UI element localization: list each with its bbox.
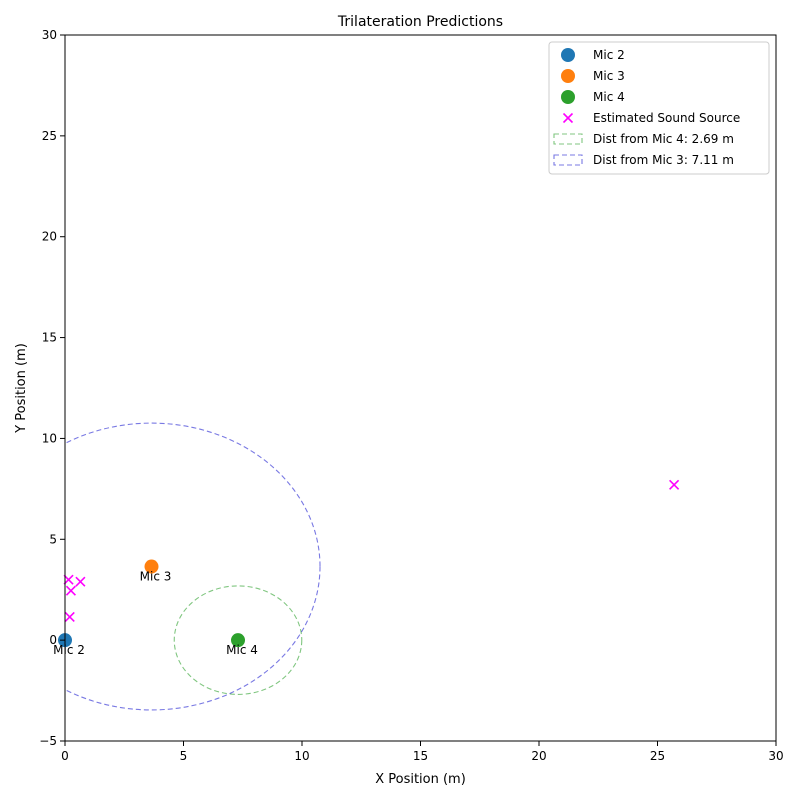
mic-point bbox=[231, 633, 246, 648]
legend-marker bbox=[561, 69, 575, 83]
estimated-source-marker bbox=[75, 576, 86, 587]
x-axis-label: X Position (m) bbox=[375, 772, 466, 787]
x-tick-label: 0 bbox=[61, 749, 69, 763]
x-tick-label: 30 bbox=[768, 749, 783, 763]
legend-label: Dist from Mic 4: 2.69 m bbox=[593, 132, 734, 146]
y-tick-label: 15 bbox=[42, 331, 57, 345]
legend-label: Mic 4 bbox=[593, 90, 625, 104]
legend-label: Mic 2 bbox=[593, 48, 625, 62]
legend-marker bbox=[553, 133, 583, 145]
legend-marker bbox=[561, 90, 575, 104]
y-tick-label: 30 bbox=[42, 28, 57, 42]
legend: Mic 2 Mic 3 Mic 4 Estimated Sound Source Dis… bbox=[548, 41, 770, 175]
y-tick-label: 5 bbox=[49, 532, 57, 546]
x-tick-label: 20 bbox=[531, 749, 546, 763]
mic-label: Mic 3 bbox=[140, 570, 172, 584]
estimated-source-marker bbox=[64, 611, 75, 623]
x-axis-ticks: 0 5 10 15 20 25 30 bbox=[61, 741, 784, 763]
y-tick-label: 10 bbox=[42, 431, 57, 445]
chart-title: Trilateration Predictions bbox=[337, 14, 503, 30]
legend-box bbox=[548, 41, 770, 175]
x-tick-label: 15 bbox=[413, 749, 428, 763]
x-tick-label: 25 bbox=[650, 749, 665, 763]
legend-marker bbox=[562, 112, 574, 124]
distance-circle bbox=[65, 422, 321, 711]
distance-circles bbox=[65, 422, 321, 711]
estimated-source-marker bbox=[65, 585, 76, 596]
legend-label: Mic 3 bbox=[593, 69, 625, 83]
legend-marker bbox=[553, 154, 583, 166]
mic-label: Mic 4 bbox=[226, 643, 258, 657]
legend-marker bbox=[561, 48, 575, 62]
y-tick-label: 0 bbox=[49, 633, 57, 647]
estimated-source-marker bbox=[63, 574, 74, 585]
mic-label: Mic 2 bbox=[53, 643, 85, 657]
legend-label: Dist from Mic 3: 7.11 m bbox=[593, 153, 734, 167]
y-axis-ticks: −5 0 5 10 15 20 25 30 bbox=[39, 28, 65, 748]
distance-circle bbox=[173, 585, 303, 695]
y-tick-label: −5 bbox=[39, 734, 57, 748]
y-tick-label: 25 bbox=[42, 129, 57, 143]
estimated-source-marker bbox=[669, 479, 680, 490]
point-labels: Mic 2 Mic 3 Mic 4 bbox=[53, 570, 258, 658]
y-axis-label: Y Position (m) bbox=[14, 343, 29, 434]
x-tick-label: 10 bbox=[294, 749, 309, 763]
legend-label: Estimated Sound Source bbox=[593, 111, 740, 125]
x-tick-label: 5 bbox=[180, 749, 188, 763]
y-tick-label: 20 bbox=[42, 230, 57, 244]
mic-point bbox=[144, 559, 159, 574]
